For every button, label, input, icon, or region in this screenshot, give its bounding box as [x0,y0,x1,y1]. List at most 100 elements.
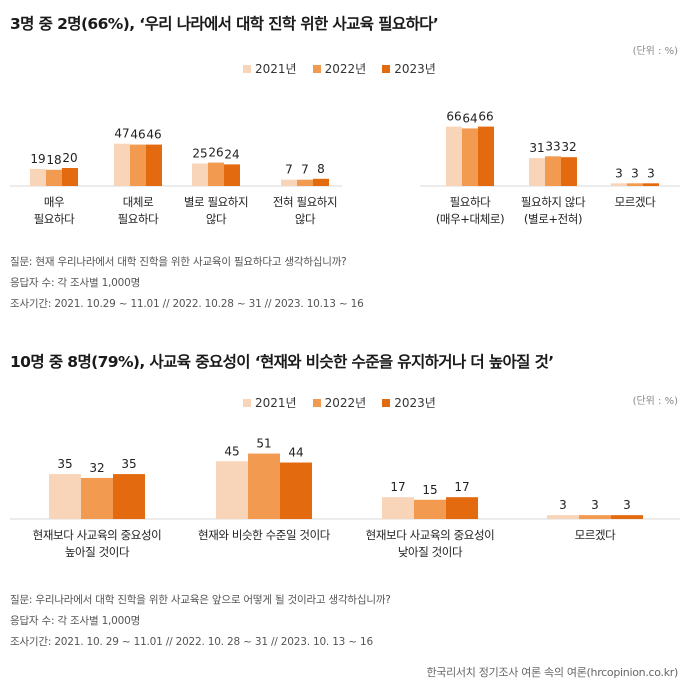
chart-1-bar-3-1 [297,179,313,186]
chart-2-question: 질문: 우리나라에서 대학 진학을 위한 사교육은 앞으로 어떻게 될 것이라고… [10,594,391,606]
chart-2-bar-3-2 [611,515,643,519]
chart-1-bar-2-0 [192,163,208,186]
chart-2-unit: (단위 : %) [632,396,678,407]
chart-1-category-label-2-1: 않다 [206,212,227,226]
chart-2-value-label-1-0: 45 [224,444,239,458]
chart-1-bar-2-1 [208,162,224,186]
chart-1-bar-6-0 [611,183,627,186]
chart-2-bar-2-2 [446,497,478,519]
chart-1-question: 질문: 현재 우리나라에서 대학 진학을 위한 사교육이 필요하다고 생각하십니… [10,256,347,268]
chart-2-bar-1-2 [280,462,312,519]
legend2-swatch-2021 [243,398,251,407]
chart-1-bar-3-2 [313,178,329,186]
chart-2-category-label-2-1: 낮아질 것이다 [398,545,463,559]
chart-2-value-label-0-0: 35 [57,457,72,471]
chart-1-category-label-4-1: (매우+대체로) [436,212,504,226]
chart-2-value-label-0-1: 32 [89,461,104,475]
chart-2-category-label-0-1: 높아질 것이다 [65,545,130,559]
chart-1-value-label-3-0: 7 [285,163,293,177]
chart-1-category-label-1-1: 필요하다 [118,212,160,226]
chart-1-category-label-6-0: 모르겠다 [615,195,657,209]
chart-2-bar-1-1 [248,453,280,519]
chart-2-category-label-1-0: 현재와 비슷한 수준일 것이다 [198,528,331,542]
chart-1-value-label-5-1: 33 [545,139,560,153]
chart-1-category-label-1-0: 대체로 [123,195,154,209]
chart-1-category-label-5-0: 필요하지 않다 [521,195,586,209]
legend-swatch-2023 [382,64,391,73]
legend2-item-2021: 2021년 [243,394,297,411]
chart-1-category-label-2-0: 별로 필요하지 [184,195,248,209]
chart-1-value-label-6-0: 3 [615,166,623,180]
chart-1-bar-0-2 [62,168,78,186]
chart-1-bar-4-2 [478,126,494,186]
chart-1-bar-5-1 [545,156,561,186]
chart-1-category-label-3-1: 않다 [295,212,316,226]
chart-2-value-label-2-2: 17 [454,480,469,494]
chart-1-value-label-4-0: 66 [446,110,461,124]
chart-1-bar-1-2 [146,144,162,186]
source-credit: 한국리서치 정기조사 여론 속의 여론(hrcopinion.co.kr) [426,666,678,679]
chart-1-value-label-4-1: 64 [462,111,477,125]
chart-1-bar-5-2 [561,157,577,186]
section-1: 3명 중 2명(66%), ‘우리 나라에서 대학 진학 위한 사교육 필요하다… [0,0,690,330]
chart-1-value-label-6-2: 3 [647,166,655,180]
chart-1-bar-4-1 [462,128,478,186]
chart-2-value-label-2-0: 17 [390,480,405,494]
chart-2-category-label-0-0: 현재보다 사교육의 중요성이 [33,528,162,542]
chart-1-value-label-1-1: 46 [130,128,145,142]
chart-1-value-label-1-2: 46 [146,128,161,142]
legend2-swatch-2022 [312,398,321,407]
legend-item-2021: 2021년 [243,60,297,77]
chart-2-bar-0-1 [81,477,113,519]
chart-2-value-label-1-1: 51 [256,437,271,451]
chart-1-bar-6-2 [643,183,659,186]
chart-2-value-label-3-0: 3 [559,498,567,512]
chart-2-category-label-2-0: 현재보다 사교육의 중요성이 [366,528,495,542]
chart-1-bar-1-0 [114,143,130,186]
chart-2-title: 10명 중 8명(79%), 사교육 중요성이 ‘현재와 비슷한 수준을 유지하… [10,353,554,371]
chart-1-category-label-0-0: 매우 [44,195,64,209]
chart-2-category-label-3-0: 모르겠다 [575,528,617,542]
chart-2-bar-3-1 [579,515,611,519]
chart-1-value-label-2-1: 26 [208,146,223,160]
legend-item-2023: 2023년 [382,60,436,77]
section-2: 10명 중 8명(79%), 사교육 중요성이 ‘현재와 비슷한 수준을 유지하… [0,338,690,663]
chart-1-value-label-2-2: 24 [224,147,239,161]
chart-1-unit: (단위 : %) [632,46,678,57]
chart-1-bar-0-0 [30,168,46,186]
chart-1-bar-3-0 [281,179,297,186]
chart-1-respondents: 응답자 수: 각 조사별 1,000명 [10,277,141,289]
chart-1-value-label-5-2: 32 [561,140,576,154]
chart-2-bar-3-0 [547,515,579,519]
chart-1-notes: 질문: 현재 우리나라에서 대학 진학을 위한 사교육이 필요하다고 생각하십니… [10,252,364,315]
chart-1-bar-2-2 [224,164,240,186]
chart-1-period: 조사기간: 2021. 10.29 ~ 11.01 // 2022. 10.28… [10,298,364,310]
chart-1-value-label-3-1: 7 [301,163,309,177]
legend2-label-2022: 2022년 [324,396,367,410]
chart-2-bar-0-2 [113,474,145,519]
chart-1-bar-6-1 [627,183,643,186]
chart-1-category-label-4-0: 필요하다 [450,195,492,209]
chart-1-value-label-2-0: 25 [192,147,207,161]
chart-2-bar-2-0 [382,497,414,519]
chart-2-value-label-3-1: 3 [591,498,599,512]
chart-2-period: 조사기간: 2021. 10. 29 ~ 11.01 // 2022. 10. … [10,636,373,648]
chart-1-title: 3명 중 2명(66%), ‘우리 나라에서 대학 진학 위한 사교육 필요하다… [10,15,439,33]
legend-item-2022: 2022년 [312,60,367,77]
chart-2-bar-2-1 [414,499,446,519]
legend-label-2022: 2022년 [324,62,367,76]
chart-1-value-label-1-0: 47 [114,127,129,141]
chart-2-respondents: 응답자 수: 각 조사별 1,000명 [10,615,141,627]
chart-2-value-label-3-2: 3 [623,498,631,512]
chart-1-value-label-0-0: 19 [30,152,45,166]
legend2-item-2023: 2023년 [382,394,436,411]
chart-1-value-label-4-2: 66 [478,110,493,124]
chart-1-category-label-0-1: 필요하다 [34,212,76,226]
legend-label-2023: 2023년 [394,62,436,76]
chart-1-category-label-3-0: 전혀 필요하지 [273,195,337,209]
legend-swatch-2021 [243,64,251,73]
chart-1-value-label-0-1: 18 [46,153,61,167]
chart-1-bar-0-1 [46,169,62,186]
